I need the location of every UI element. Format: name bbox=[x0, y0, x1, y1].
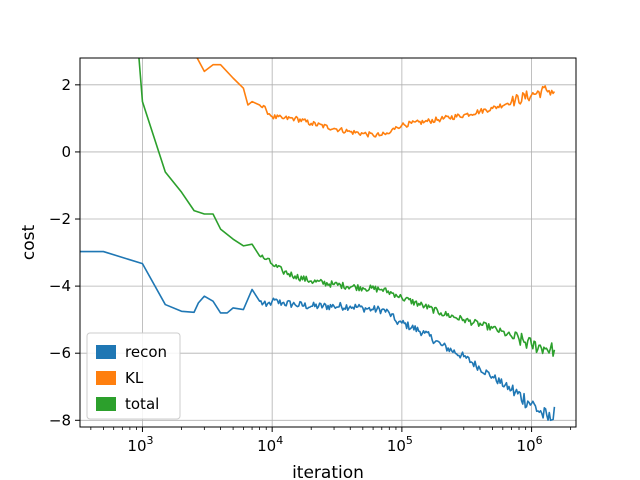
y-tick-label: −4 bbox=[49, 277, 71, 295]
legend-label-recon: recon bbox=[125, 343, 167, 361]
plot-frame bbox=[79, 57, 577, 428]
x-axis-label: iteration bbox=[292, 463, 364, 480]
y-tick-label: −2 bbox=[49, 210, 71, 228]
y-tick-label: −6 bbox=[49, 344, 71, 362]
y-tick-label: −8 bbox=[49, 411, 71, 429]
x-tick-label: 103 bbox=[127, 434, 153, 455]
axis-ticks: 103 104 105 106 2 0 −2 −4 −6 −8 bbox=[49, 76, 572, 455]
y-tick-label: 0 bbox=[61, 143, 71, 161]
legend-swatch-total bbox=[96, 397, 116, 411]
legend-label-kl: KL bbox=[125, 369, 144, 387]
series-line-kl bbox=[196, 58, 556, 138]
legend-label-total: total bbox=[125, 395, 159, 413]
series-line-recon bbox=[80, 250, 556, 422]
series-line-total bbox=[138, 58, 556, 357]
x-tick-label: 105 bbox=[387, 434, 413, 455]
legend: recon KL total bbox=[86, 332, 181, 420]
x-tick-label: 106 bbox=[517, 434, 543, 455]
series-group bbox=[80, 58, 556, 422]
x-tick-label: 104 bbox=[257, 434, 283, 455]
legend-swatch-recon bbox=[96, 345, 116, 359]
legend-swatch-kl bbox=[96, 371, 116, 385]
y-tick-label: 2 bbox=[61, 76, 71, 94]
y-axis-label: cost bbox=[19, 225, 39, 261]
